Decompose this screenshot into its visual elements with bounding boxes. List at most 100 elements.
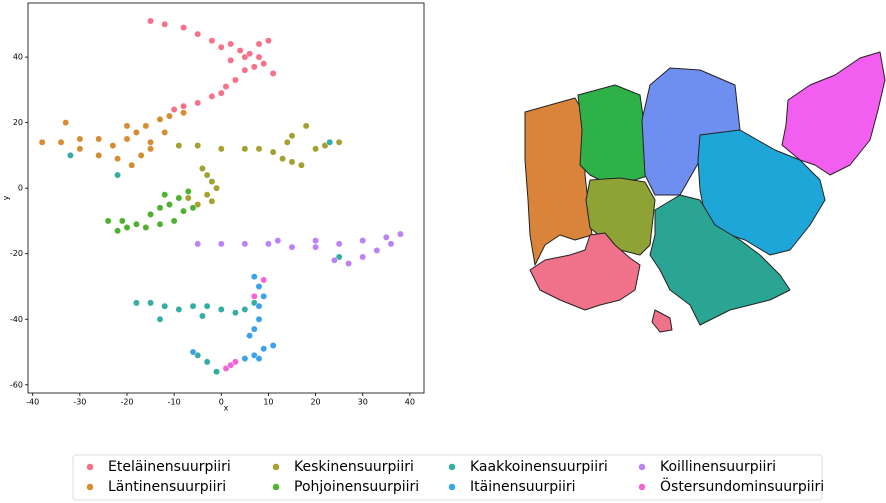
point <box>241 53 249 61</box>
point <box>184 187 192 195</box>
point <box>114 155 122 163</box>
point <box>62 119 70 127</box>
point <box>227 56 235 64</box>
point <box>382 233 390 241</box>
point <box>326 138 334 146</box>
point <box>165 201 173 209</box>
point <box>189 204 197 212</box>
point <box>198 312 206 320</box>
point <box>203 191 211 199</box>
point <box>241 145 249 153</box>
point <box>250 351 258 359</box>
point <box>312 237 320 245</box>
x-tick-label: 0 <box>219 398 224 407</box>
legend-marker <box>272 463 280 471</box>
point <box>208 197 216 205</box>
x-tick-label: -40 <box>26 398 39 407</box>
point <box>208 92 216 100</box>
legend-label: Itäinensuurpiiri <box>470 479 576 495</box>
point <box>180 102 188 110</box>
point <box>170 217 178 225</box>
point <box>194 142 202 150</box>
point <box>203 302 211 310</box>
x-tick-label: -30 <box>73 398 86 407</box>
point <box>180 109 188 117</box>
plot-frame <box>27 2 425 394</box>
point <box>175 142 183 150</box>
point <box>194 240 202 248</box>
point <box>208 37 216 45</box>
y-tick-label: 40 <box>13 53 23 62</box>
point <box>217 89 225 97</box>
point <box>335 138 343 146</box>
point <box>208 178 216 186</box>
point <box>222 364 230 372</box>
point <box>241 240 249 248</box>
point <box>147 210 155 218</box>
point <box>123 224 131 231</box>
point <box>250 325 258 333</box>
point <box>260 345 268 353</box>
x-axis-label: x <box>224 404 229 413</box>
point <box>175 194 183 202</box>
point <box>255 53 263 61</box>
point <box>161 129 169 136</box>
point <box>194 30 202 38</box>
point <box>189 348 197 356</box>
point <box>396 230 404 238</box>
point <box>250 63 258 71</box>
point <box>241 305 249 313</box>
y-axis-label: y <box>2 195 11 200</box>
x-tick-label: 30 <box>358 398 368 407</box>
point <box>194 99 202 107</box>
point <box>118 217 126 225</box>
point <box>283 138 291 146</box>
point <box>170 106 178 113</box>
point <box>302 122 310 130</box>
point <box>194 201 202 209</box>
legend-marker <box>272 483 280 491</box>
legend-marker <box>448 463 456 471</box>
point <box>260 292 268 300</box>
point <box>128 161 136 169</box>
point <box>180 24 188 32</box>
point <box>175 305 183 313</box>
point <box>194 351 202 359</box>
point <box>297 161 305 169</box>
point <box>156 115 164 123</box>
point <box>142 122 150 130</box>
point <box>95 151 103 159</box>
point <box>345 260 353 267</box>
map-district <box>781 51 886 176</box>
legend-label: Östersundominsuurpiiri <box>660 477 824 495</box>
legend-frame <box>72 454 823 501</box>
legend-marker <box>638 483 646 491</box>
x-tick-label: 20 <box>310 398 320 407</box>
x-tick-label: -10 <box>168 398 181 407</box>
point <box>161 191 169 199</box>
point <box>180 207 188 215</box>
y-tick-label: -60 <box>10 380 23 389</box>
point <box>217 240 225 248</box>
point <box>147 145 155 153</box>
map-district <box>577 84 651 181</box>
point <box>231 358 239 366</box>
y-tick-label: 20 <box>13 118 23 127</box>
point <box>132 220 140 228</box>
point <box>114 227 122 235</box>
point <box>213 368 221 376</box>
point <box>236 47 244 54</box>
point <box>255 283 263 290</box>
point <box>250 273 258 281</box>
point <box>321 142 329 150</box>
map-district <box>529 232 641 311</box>
point <box>312 243 320 251</box>
point <box>161 20 169 28</box>
point <box>269 70 277 77</box>
point <box>161 302 169 310</box>
point <box>241 66 249 74</box>
point <box>66 151 74 159</box>
legend-marker <box>448 483 456 491</box>
